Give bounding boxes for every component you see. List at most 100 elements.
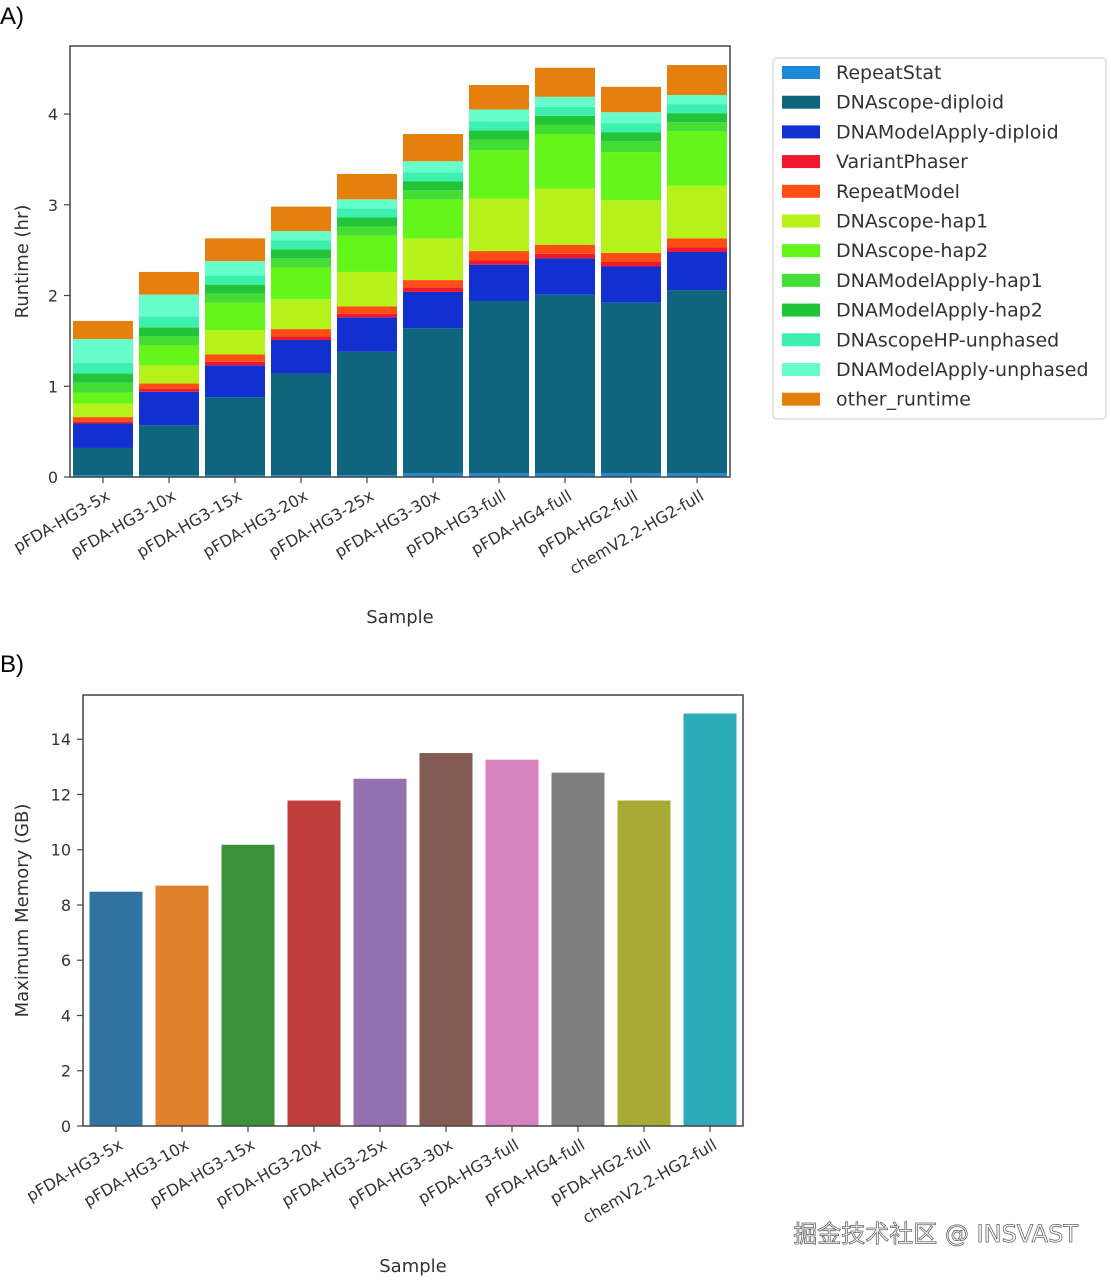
watermark: 掘金技术社区 @ INSVAST xyxy=(793,1220,1078,1248)
bar-segment-other_runtime xyxy=(403,134,463,162)
bar xyxy=(683,713,737,1126)
legend-swatch xyxy=(782,155,820,169)
bar-segment-other_runtime xyxy=(601,86,661,113)
legend-item: DNAscope-hap2 xyxy=(782,240,988,262)
bar-segment-dnascopehp-unphased xyxy=(403,172,463,182)
bar-segment-dnascope-hap1 xyxy=(667,185,727,239)
legend-label: DNAModelApply-unphased xyxy=(836,359,1089,381)
legend-label: DNAscope-hap1 xyxy=(836,211,988,233)
legend-swatch xyxy=(782,125,820,139)
bar-segment-dnascope-hap1 xyxy=(139,365,199,384)
bar xyxy=(485,759,539,1126)
legend-label: other_runtime xyxy=(836,389,971,411)
panel-label: B) xyxy=(0,651,24,678)
bar-segment-dnascope-hap2 xyxy=(139,345,199,366)
legend-item: other_runtime xyxy=(782,389,971,411)
bar-segment-other_runtime xyxy=(271,206,331,232)
bar-segment-dnascopehp-unphased xyxy=(667,104,727,114)
panel-label: A) xyxy=(0,3,24,30)
bar-segment-repeatmodel xyxy=(601,252,661,262)
bar-segment-dnamodelapply-hap1 xyxy=(139,336,199,346)
legend-swatch xyxy=(782,214,820,228)
bar-segment-other_runtime xyxy=(667,65,727,95)
bar-segment-dnascopehp-unphased xyxy=(469,121,529,131)
y-axis-label: Runtime (hr) xyxy=(12,205,33,319)
bar-segment-dnamodelapply-hap2 xyxy=(469,130,529,140)
legend-label: RepeatStat xyxy=(836,62,941,84)
legend-swatch xyxy=(782,95,820,109)
legend-label: VariantPhaser xyxy=(836,151,968,173)
legend-swatch xyxy=(782,303,820,317)
memory-bar-chart: B)02468101214pFDA-HG3-5xpFDA-HG3-10xpFDA… xyxy=(0,651,744,1277)
bar xyxy=(287,800,341,1126)
bar-segment-variantphaser xyxy=(469,260,529,265)
bar-segment-dnamodelapply-unphased xyxy=(271,231,331,241)
bar-segment-dnascope-hap1 xyxy=(337,271,397,307)
bar-segment-dnamodelapply-unphased xyxy=(205,261,265,276)
bar-segment-dnamodelapply-unphased xyxy=(139,294,199,317)
legend-swatch xyxy=(782,363,820,376)
y-tick-label: 0 xyxy=(48,468,58,487)
bar-segment-dnamodelapply-diploid xyxy=(337,317,397,352)
legend-frame xyxy=(772,57,1107,420)
x-axis-label: Sample xyxy=(379,1256,447,1277)
y-tick-label: 8 xyxy=(61,896,71,915)
bar xyxy=(617,800,671,1126)
bar xyxy=(353,778,407,1126)
bar-segment-dnamodelapply-unphased xyxy=(601,112,661,124)
bar-segment-dnamodelapply-hap2 xyxy=(139,327,199,337)
bar-segment-dnamodelapply-hap2 xyxy=(667,113,727,123)
bar-segment-dnascope-hap1 xyxy=(535,188,595,245)
legend-label: DNAscopeHP-unphased xyxy=(836,329,1059,351)
bar-segment-dnascope-diploid xyxy=(337,351,397,476)
bar-segment-dnamodelapply-diploid xyxy=(73,423,133,448)
bar-segment-repeatstat xyxy=(271,475,331,477)
y-tick-label: 4 xyxy=(61,1006,71,1025)
bar-segment-variantphaser xyxy=(337,313,397,318)
bar-segment-other_runtime xyxy=(205,238,265,262)
bar-segment-dnascope-diploid xyxy=(469,300,529,474)
legend-item: RepeatModel xyxy=(782,181,960,203)
bar-segment-dnamodelapply-unphased xyxy=(403,161,463,173)
bar xyxy=(551,772,605,1126)
y-tick-label: 3 xyxy=(48,196,58,215)
bar-segment-other_runtime xyxy=(535,67,595,97)
bar-segment-dnascope-diploid xyxy=(601,302,661,474)
legend-item: DNAscopeHP-unphased xyxy=(782,329,1059,351)
bar-segment-dnascope-hap1 xyxy=(205,330,265,355)
bar xyxy=(155,885,209,1126)
bar-segment-dnamodelapply-unphased xyxy=(73,339,133,363)
bar-segment-dnascope-hap2 xyxy=(469,150,529,199)
legend: RepeatStat DNAscope-diploid DNAModelApply-… xyxy=(772,57,1107,420)
bar-segment-variantphaser xyxy=(271,336,331,340)
bar-segment-repeatmodel xyxy=(271,329,331,337)
bar xyxy=(221,844,275,1126)
bar-segment-variantphaser xyxy=(601,261,661,267)
bar-segment-dnascope-hap1 xyxy=(403,238,463,281)
legend-item: VariantPhaser xyxy=(782,151,968,173)
bar-segment-repeatmodel xyxy=(469,251,529,261)
bar-segment-dnamodelapply-hap1 xyxy=(601,141,661,153)
legend-swatch xyxy=(782,244,820,258)
bar-segment-repeatstat xyxy=(139,475,199,477)
legend-label: DNAModelApply-diploid xyxy=(836,121,1059,143)
runtime-stacked-bar-chart: A)01234pFDA-HG3-5xpFDA-HG3-10xpFDA-HG3-1… xyxy=(0,3,1107,628)
bar-segment-dnascope-hap2 xyxy=(601,152,661,201)
legend-item: RepeatStat xyxy=(782,62,941,84)
bar-segment-dnascope-diploid xyxy=(73,447,133,476)
bar-segment-dnascope-hap1 xyxy=(469,198,529,252)
legend-swatch xyxy=(782,66,820,79)
bar-segment-dnamodelapply-diploid xyxy=(139,391,199,426)
bar-segment-dnamodelapply-hap1 xyxy=(469,139,529,151)
bar-segment-dnamodelapply-diploid xyxy=(667,251,727,291)
bar-segment-dnascope-hap1 xyxy=(73,403,133,418)
legend-item: DNAscope-diploid xyxy=(782,92,1004,114)
bar-segment-dnascopehp-unphased xyxy=(139,316,199,328)
bar-segment-repeatmodel xyxy=(667,238,727,248)
bar-segment-variantphaser xyxy=(205,361,265,366)
y-tick-label: 6 xyxy=(61,951,71,970)
bar-segment-dnamodelapply-unphased xyxy=(667,94,727,105)
bar-segment-dnamodelapply-hap2 xyxy=(271,249,331,259)
bar-segment-dnascope-hap2 xyxy=(205,302,265,331)
